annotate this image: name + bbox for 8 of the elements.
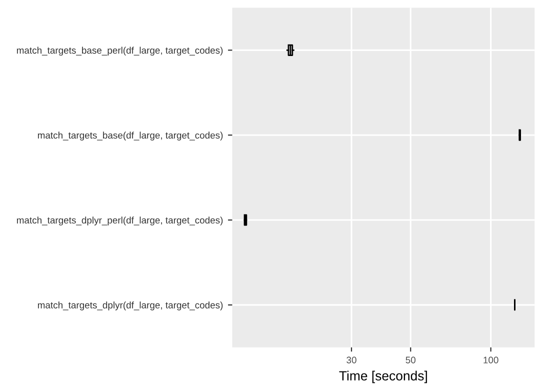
y-tick-label: match_targets_base_perl(df_large, target_codes) — [16, 46, 223, 56]
y-tick-label: match_targets_base(df_large, target_codes) — [38, 132, 223, 140]
y-tick-label: match_targets_dplyr_perl(df_large, target_codes) — [16, 216, 223, 226]
x-tick-label: 30 — [346, 356, 356, 364]
y-tick-label: match_targets_dplyr(df_large, target_codes) — [38, 302, 223, 310]
x-tick-label: 100 — [484, 356, 498, 364]
x-tick-label: 50 — [406, 356, 416, 364]
x-axis-title: Time [seconds] — [339, 370, 427, 384]
